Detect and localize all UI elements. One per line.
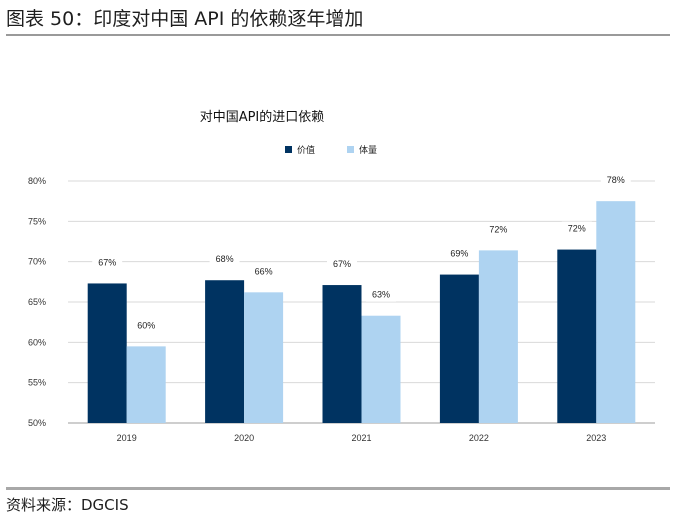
x-tick-label: 2022 <box>469 433 489 443</box>
data-label-bg <box>131 318 162 333</box>
bar-volume-2023 <box>596 201 636 423</box>
y-tick-label: 60% <box>28 337 46 347</box>
data-label-bg <box>327 257 357 272</box>
x-tick-label: 2021 <box>351 433 371 443</box>
data-label: 68% <box>216 254 234 264</box>
legend-label: 体量 <box>359 144 377 155</box>
x-axis: 2019 2020 2021 2022 2023 <box>117 433 607 443</box>
data-label: 72% <box>568 224 586 234</box>
y-tick-label: 50% <box>28 418 46 428</box>
data-labels: 67% 60% 68% 66% 67% 63% 69% 72% 72% 78% <box>92 173 631 333</box>
data-label: 69% <box>450 249 468 259</box>
data-label: 67% <box>98 257 116 267</box>
bar-volume-2021 <box>361 315 401 423</box>
y-tick-label: 65% <box>28 297 46 307</box>
source-note: 资料来源：DGCIS <box>6 496 129 514</box>
data-label-bg <box>483 222 514 237</box>
bar-value-2023 <box>557 249 597 423</box>
data-label-bg <box>561 221 592 236</box>
bar-value-2021 <box>322 285 362 423</box>
data-label-bg <box>92 255 123 270</box>
data-label-bg <box>248 264 279 279</box>
data-label: 63% <box>372 290 390 300</box>
y-tick-label: 70% <box>28 257 46 267</box>
bars <box>87 201 636 423</box>
bar-value-2022 <box>439 274 479 423</box>
data-label-bg <box>444 246 475 261</box>
bar-volume-2019 <box>126 346 166 423</box>
y-tick-label: 75% <box>28 216 46 226</box>
bar-volume-2020 <box>244 292 284 423</box>
y-tick-label: 80% <box>28 176 46 186</box>
bar-value-2019 <box>87 283 127 423</box>
title-divider <box>6 34 670 36</box>
legend: 价值 体量 <box>285 144 377 155</box>
y-tick-label: 55% <box>28 378 46 388</box>
data-label: 72% <box>489 224 507 234</box>
data-label: 67% <box>333 259 351 269</box>
legend-swatch-value <box>285 146 292 153</box>
x-tick-label: 2019 <box>117 433 137 443</box>
bar-value-2020 <box>205 280 245 423</box>
data-label: 78% <box>607 175 625 185</box>
data-label: 60% <box>137 320 155 330</box>
data-label-bg <box>209 252 240 267</box>
data-label-bg <box>366 287 396 302</box>
x-tick-label: 2020 <box>234 433 254 443</box>
x-tick-label: 2023 <box>586 433 606 443</box>
chart-title: 对中国API的进口依赖 <box>200 109 325 125</box>
bar-chart: 对中国API的进口依赖 价值 体量 50% 55% 60% 65% 70% 75% 80% 6… <box>28 109 655 443</box>
data-label: 66% <box>255 266 273 276</box>
figure-title: 图表 50：印度对中国 API 的依赖逐年增加 <box>6 8 364 30</box>
legend-label: 价值 <box>297 144 315 155</box>
y-axis: 50% 55% 60% 65% 70% 75% 80% <box>28 176 46 428</box>
bottom-divider <box>6 487 670 490</box>
legend-swatch-volume <box>347 146 354 153</box>
data-label-bg <box>600 173 631 188</box>
bar-volume-2022 <box>478 250 518 423</box>
